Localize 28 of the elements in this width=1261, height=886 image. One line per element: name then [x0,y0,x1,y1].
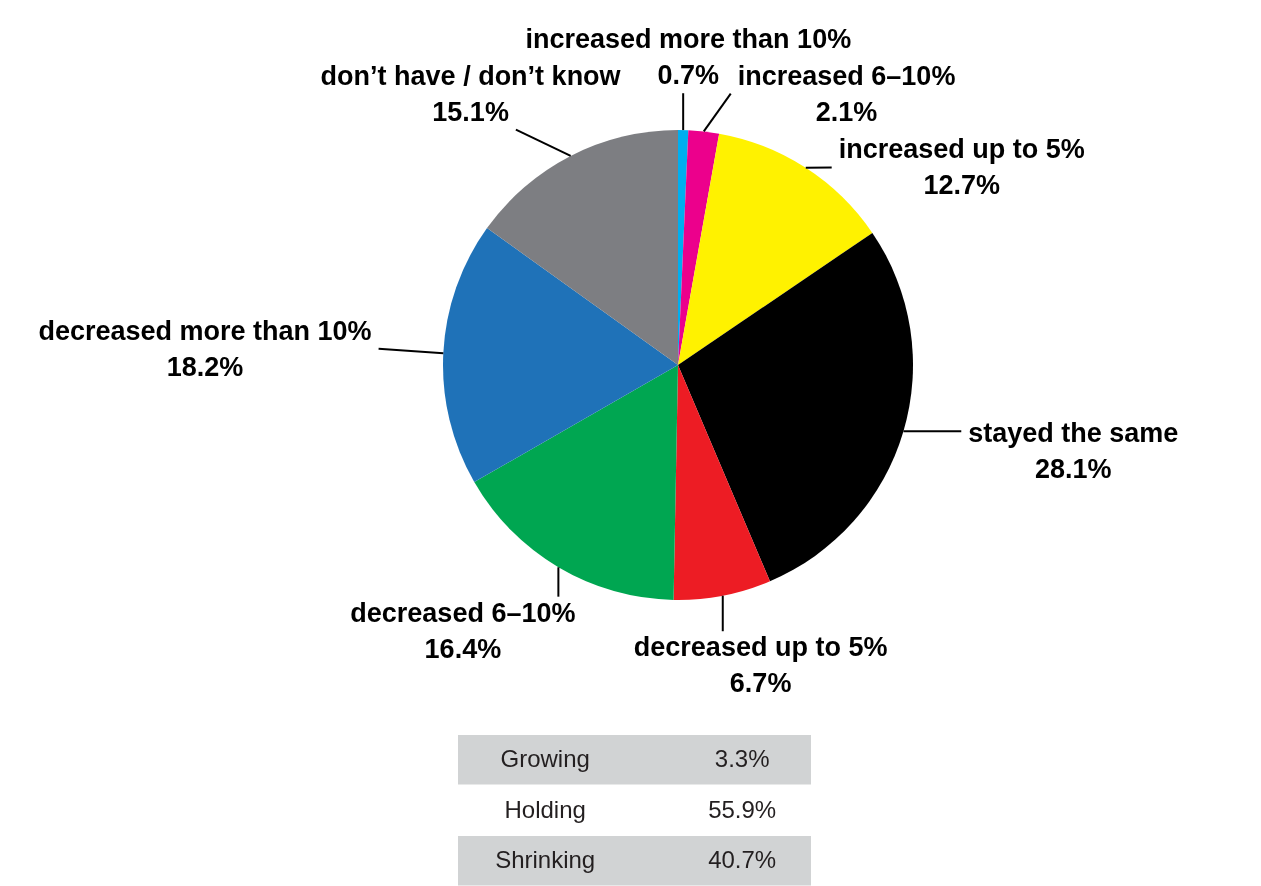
pie-slice [678,232,913,582]
data-label: 40.7% [708,846,777,874]
slice-label: don’t have / don’t know [320,60,622,91]
pie-slice [443,228,678,483]
data-label: 16.4% [424,633,502,664]
data-label: 6.7% [729,668,792,699]
data-label: 15.1% [432,96,509,127]
data-label: 28.1% [1035,453,1112,484]
data-label: 0.7% [657,60,720,91]
category-label: Holding [504,795,586,823]
data-label: 12.7% [923,170,1001,201]
slice-label: increased more than 10% [525,24,852,55]
pie-slice [487,130,678,365]
slice-label: decreased up to 5% [633,632,888,663]
category-label: Growing [500,745,590,773]
pie-slice [474,365,678,600]
pie-slice [678,130,720,365]
slice-label: increased 6–10% [737,60,956,91]
data-label: 18.2% [166,351,244,382]
data-label: 2.1% [815,96,878,127]
slice-label: decreased more than 10% [38,315,372,346]
slice-label: stayed the same [968,417,1179,448]
data-label: 3.3% [714,745,770,773]
data-label: 55.9% [708,795,777,823]
pie-slice [673,365,770,600]
slice-label: increased up to 5% [838,134,1085,165]
slice-label: decreased 6–10% [350,597,576,628]
category-label: Shrinking [495,846,596,874]
